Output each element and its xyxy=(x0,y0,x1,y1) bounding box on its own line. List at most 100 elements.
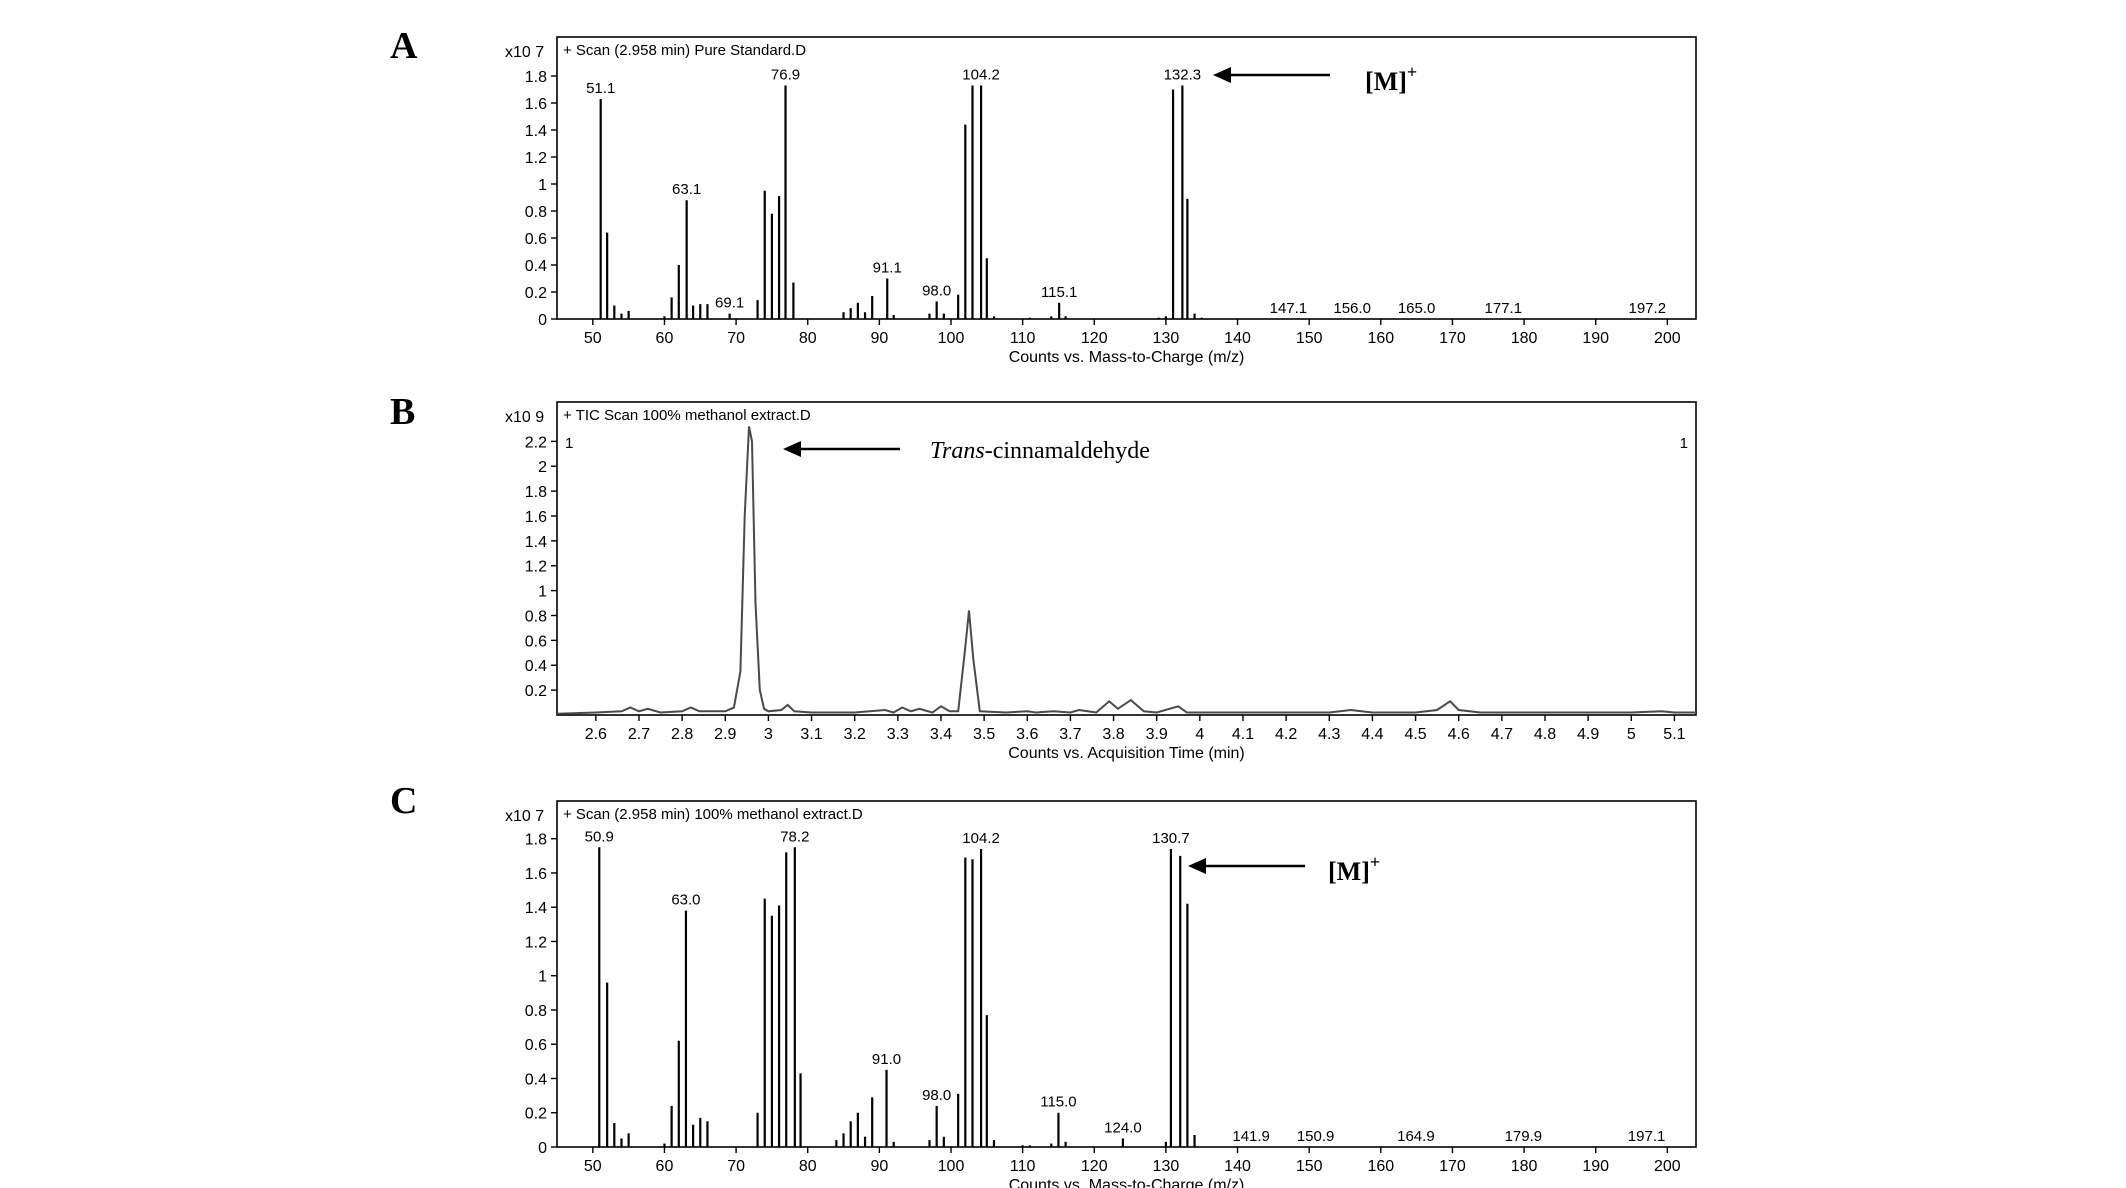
x-tick-label: 160 xyxy=(1367,1158,1394,1175)
x-tick-label: 80 xyxy=(799,330,817,347)
x-tick-label: 190 xyxy=(1582,1158,1609,1175)
tic-trace xyxy=(556,426,1696,715)
x-tick-label: 70 xyxy=(727,1158,745,1175)
peak-label: 130.7 xyxy=(1152,830,1190,847)
x-tick-label: 3 xyxy=(764,726,773,743)
y-tick-label: 1.6 xyxy=(525,509,547,526)
arrow-head xyxy=(1213,67,1231,83)
molecular-ion-text: [M] xyxy=(1328,857,1370,886)
plot-frame xyxy=(556,36,1697,320)
x-tick-label: 150 xyxy=(1296,330,1323,347)
peak-label: 147.1 xyxy=(1270,300,1308,317)
x-axis-title: Counts vs. Mass-to-Charge (m/z) xyxy=(1009,349,1245,366)
peak-label: 78.2 xyxy=(780,828,809,845)
y-tick-label: 0.2 xyxy=(525,1106,547,1123)
y-tick-label: 1.2 xyxy=(525,150,547,167)
x-tick-label: 170 xyxy=(1439,1158,1466,1175)
x-tick-label: 2.7 xyxy=(628,726,650,743)
y-tick-label: 0.8 xyxy=(525,204,547,221)
x-tick-label: 3.8 xyxy=(1102,726,1124,743)
x-tick-label: 5.1 xyxy=(1663,726,1685,743)
y-tick-label: 1 xyxy=(538,969,547,986)
molecular-ion-charge: + xyxy=(1370,852,1380,872)
y-tick-label: 0.6 xyxy=(525,1037,547,1054)
y-tick-label: 1.8 xyxy=(525,484,547,501)
peak-label: 98.0 xyxy=(922,282,951,299)
y-tick-label: 0.2 xyxy=(525,683,547,700)
x-tick-label: 160 xyxy=(1367,330,1394,347)
x-tick-label: 200 xyxy=(1654,330,1681,347)
x-tick-label: 3.2 xyxy=(844,726,866,743)
peak-label: 124.0 xyxy=(1104,1119,1142,1136)
peak-label: 165.0 xyxy=(1398,300,1436,317)
x-tick-label: 90 xyxy=(870,1158,888,1175)
x-tick-label: 4 xyxy=(1195,726,1204,743)
peak-label: 76.9 xyxy=(771,66,800,83)
x-tick-label: 130 xyxy=(1153,330,1180,347)
panel-c: C + Scan (2.958 min) 100% methanol extrac… xyxy=(390,780,1697,1188)
x-tick-label: 4.8 xyxy=(1534,726,1556,743)
peak-label: 91.1 xyxy=(873,260,902,277)
peak-label: 104.2 xyxy=(962,66,1000,83)
x-tick-label: 100 xyxy=(938,1158,965,1175)
x-tick-label: 70 xyxy=(727,330,745,347)
x-tick-label: 190 xyxy=(1582,330,1609,347)
x-tick-label: 180 xyxy=(1511,330,1538,347)
x-tick-label: 3.4 xyxy=(930,726,952,743)
x-tick-label: 150 xyxy=(1296,1158,1323,1175)
y-tick-label: 0.4 xyxy=(525,258,547,275)
peak-label: 69.1 xyxy=(715,295,744,312)
x-tick-label: 2.9 xyxy=(714,726,736,743)
y-tick-label: 0.2 xyxy=(525,285,547,302)
x-tick-label: 4.4 xyxy=(1361,726,1383,743)
molecular-ion-text: [M] xyxy=(1365,67,1407,96)
panel-b: B + TIC Scan 100% methanol extract.D x10 9… xyxy=(390,391,1697,762)
peak-label: 115.0 xyxy=(1040,1094,1076,1111)
x-tick-label: 100 xyxy=(938,330,965,347)
molecular-ion-charge: + xyxy=(1407,62,1417,82)
x-tick-label: 4.7 xyxy=(1491,726,1513,743)
y-tick-label: 2 xyxy=(538,459,547,476)
x-axis-title: Counts vs. Mass-to-Charge (m/z) xyxy=(1009,1177,1245,1188)
y-scale-label: x10 7 xyxy=(505,808,544,825)
peak-label: 156.0 xyxy=(1333,300,1371,317)
y-tick-label: 0 xyxy=(538,1140,547,1157)
y-tick-label: 1.2 xyxy=(525,934,547,951)
plot-frame xyxy=(556,800,1697,1148)
peak-label: 115.1 xyxy=(1041,284,1077,301)
x-tick-label: 60 xyxy=(656,1158,674,1175)
panel-label: A xyxy=(390,25,418,67)
y-tick-label: 1.4 xyxy=(525,900,547,917)
x-tick-label: 5 xyxy=(1627,726,1636,743)
x-tick-label: 50 xyxy=(584,330,602,347)
peak-label: 177.1 xyxy=(1485,300,1523,317)
x-tick-label: 4.9 xyxy=(1577,726,1599,743)
molecular-ion-label: [M]+ xyxy=(1365,62,1417,96)
x-tick-label: 2.8 xyxy=(671,726,693,743)
x-tick-label: 4.1 xyxy=(1232,726,1254,743)
x-tick-label: 3.5 xyxy=(973,726,995,743)
peak-label: 141.9 xyxy=(1232,1128,1270,1145)
plot-frame xyxy=(556,401,1697,716)
peak-label: 50.9 xyxy=(585,828,614,845)
peak-label: 150.9 xyxy=(1297,1128,1335,1145)
compound-label: Trans-cinnamaldehyde xyxy=(930,438,1150,464)
corner-mark-right: 1 xyxy=(1680,435,1688,452)
x-tick-label: 4.3 xyxy=(1318,726,1340,743)
y-tick-label: 1.8 xyxy=(525,832,547,849)
peak-label: 51.1 xyxy=(586,80,615,97)
peak-label: 98.0 xyxy=(922,1087,951,1104)
y-tick-label: 1.4 xyxy=(525,534,547,551)
y-tick-label: 0 xyxy=(538,312,547,329)
peak-label: 197.2 xyxy=(1629,300,1667,317)
x-tick-label: 170 xyxy=(1439,330,1466,347)
x-tick-label: 140 xyxy=(1224,1158,1251,1175)
panel-label: C xyxy=(390,780,417,822)
x-tick-label: 3.6 xyxy=(1016,726,1038,743)
x-tick-label: 50 xyxy=(584,1158,602,1175)
x-tick-label: 3.1 xyxy=(800,726,822,743)
peak-label: 63.0 xyxy=(671,892,700,909)
x-tick-label: 3.7 xyxy=(1059,726,1081,743)
x-tick-label: 120 xyxy=(1081,1158,1108,1175)
